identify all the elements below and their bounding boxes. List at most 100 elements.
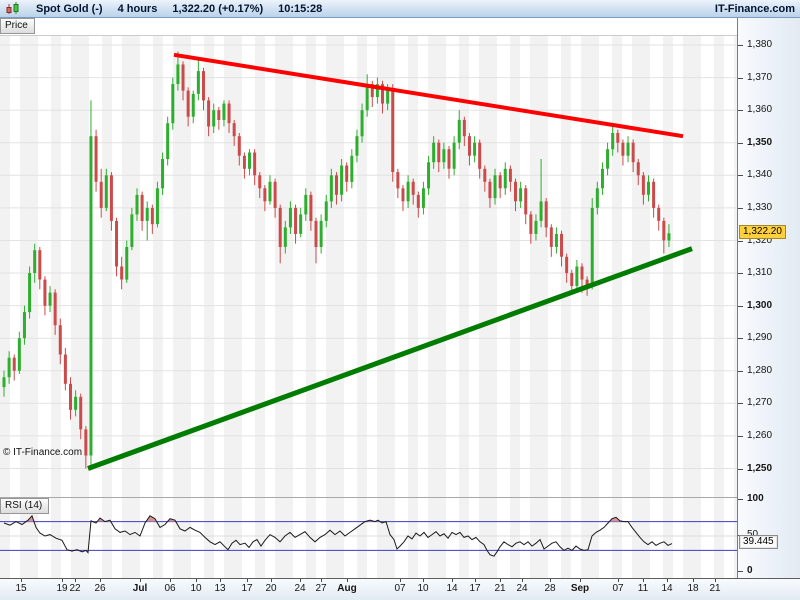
time-tick-label: 28 — [544, 583, 556, 594]
price-tick-mark — [738, 273, 743, 274]
tab-price[interactable]: Price — [0, 18, 35, 34]
time-tick-label: 20 — [265, 583, 277, 594]
price-tick-label: 1,260 — [747, 429, 773, 441]
rsi-tick-mark — [738, 499, 743, 500]
price-tick-mark — [738, 207, 743, 209]
price-tick-mark — [738, 435, 743, 437]
time-tick-mark — [580, 579, 581, 582]
time-tick-mark — [196, 579, 197, 582]
price-axis-border — [737, 18, 738, 578]
time-tick-label: 15 — [15, 583, 27, 594]
time-tick-mark — [220, 579, 221, 582]
price-tick-mark — [738, 403, 743, 405]
time-tick-mark — [170, 579, 171, 582]
time-tick-label: 22 — [69, 583, 81, 594]
time-tick-label: 21 — [709, 583, 721, 594]
price-axis: 1,322.20 39.445 1,380 1,370 1,360 1,350 1,34… — [738, 18, 800, 578]
price-tick-label: 1,340 — [747, 169, 773, 181]
watermark: © IT-Finance.com — [3, 447, 83, 458]
time-tick-label: 14 — [446, 583, 458, 594]
price-tick-label: 1,310 — [747, 267, 773, 278]
price-tick-label: 1,300 — [747, 299, 773, 311]
rsi-line — [3, 514, 673, 557]
time-tick-mark — [693, 579, 694, 582]
price-tick-mark — [738, 142, 743, 144]
time-tick-label: 13 — [214, 583, 226, 594]
time-tick-mark — [347, 579, 348, 582]
time-tick-mark — [247, 579, 248, 582]
time-tick-label: 26 — [94, 583, 106, 594]
price-chart-svg — [0, 44, 737, 471]
time-tick-mark — [75, 579, 76, 582]
time-tick-mark — [400, 579, 401, 582]
instrument-label: Spot Gold (-) — [36, 2, 103, 15]
support-trendline — [87, 246, 693, 471]
time-tick-mark — [550, 579, 551, 582]
time-tick-label: 11 — [637, 583, 649, 594]
rsi-tick-mark — [738, 571, 743, 572]
time-tick-label: 07 — [394, 583, 406, 594]
price-tick-label: 1,250 — [747, 462, 773, 474]
resistance-trendline — [173, 52, 684, 139]
time-tick-mark — [618, 579, 619, 582]
time-axis: 15 19 22 26 Jul 06 10 13 17 20 24 27 Aug 07 10 14 17 21 24… — [0, 579, 800, 600]
time-tick-mark — [452, 579, 453, 582]
time-tick-label: 10 — [190, 583, 202, 594]
timeframe-label: 4 hours — [117, 2, 158, 15]
time-tick-label: 27 — [315, 583, 327, 594]
price-tick-mark — [738, 77, 743, 79]
price-tick-mark — [738, 110, 743, 112]
price-tick-label: 1,330 — [747, 201, 773, 213]
price-tick-label: 1,280 — [747, 364, 773, 376]
price-tick-label: 1,360 — [747, 104, 773, 116]
time-tick-label: 21 — [494, 583, 506, 594]
time-tick-label: 19 — [56, 583, 68, 594]
time-tick-label: 17 — [241, 583, 253, 594]
candlestick-icon — [5, 2, 21, 15]
time-tick-mark — [643, 579, 644, 582]
candles — [2, 51, 671, 469]
trendlines — [87, 52, 693, 471]
price-tick-label: 1,270 — [747, 397, 773, 409]
rsi-chart[interactable] — [0, 497, 737, 578]
price-chart[interactable] — [0, 35, 737, 497]
price-tick-mark — [738, 338, 743, 340]
time-tick-label: 17 — [469, 583, 481, 594]
tab-rsi[interactable]: RSI (14) — [0, 498, 50, 514]
rsi-tick-label: 50 — [747, 529, 758, 540]
time-label: 10:15:28 — [278, 2, 323, 15]
header-bar: Spot Gold (-) 4 hours 1,322.20 (+0.17%) … — [0, 0, 800, 18]
time-tick-mark — [300, 579, 301, 582]
price-tick-mark — [738, 468, 743, 470]
quote-label: 1,322.20 (+0.17%) — [172, 2, 264, 15]
time-tick-mark — [500, 579, 501, 582]
time-tick-mark — [21, 579, 22, 582]
time-tick-mark — [522, 579, 523, 582]
time-tick-mark — [271, 579, 272, 582]
time-tick-label: 06 — [164, 583, 176, 594]
last-price-badge: 1,322.20 — [739, 225, 786, 240]
time-tick-label: 14 — [661, 583, 673, 594]
time-axis-border — [0, 578, 800, 579]
time-tick-label: Sep — [570, 583, 590, 594]
price-tick-label: 1,370 — [747, 71, 773, 83]
price-tick-mark — [738, 240, 743, 242]
time-tick-mark — [62, 579, 63, 582]
time-tick-mark — [100, 579, 101, 582]
price-tick-label: 1,290 — [747, 332, 773, 344]
time-tick-mark — [475, 579, 476, 582]
price-tick-mark — [738, 305, 743, 307]
price-tick-label: 1,350 — [747, 136, 773, 148]
time-tick-label: 07 — [612, 583, 624, 594]
time-tick-label: 24 — [516, 583, 528, 594]
time-tick-mark — [321, 579, 322, 582]
price-tick-label: 1,320 — [747, 234, 773, 246]
time-tick-label: 18 — [687, 583, 699, 594]
rsi-tick-label: 100 — [747, 493, 764, 504]
time-tick-mark — [715, 579, 716, 582]
price-tick-label: 1,380 — [747, 39, 773, 50]
rsi-tick-label: 0 — [747, 565, 753, 576]
price-tick-mark — [738, 175, 743, 177]
time-tick-label: Jul — [132, 583, 148, 594]
